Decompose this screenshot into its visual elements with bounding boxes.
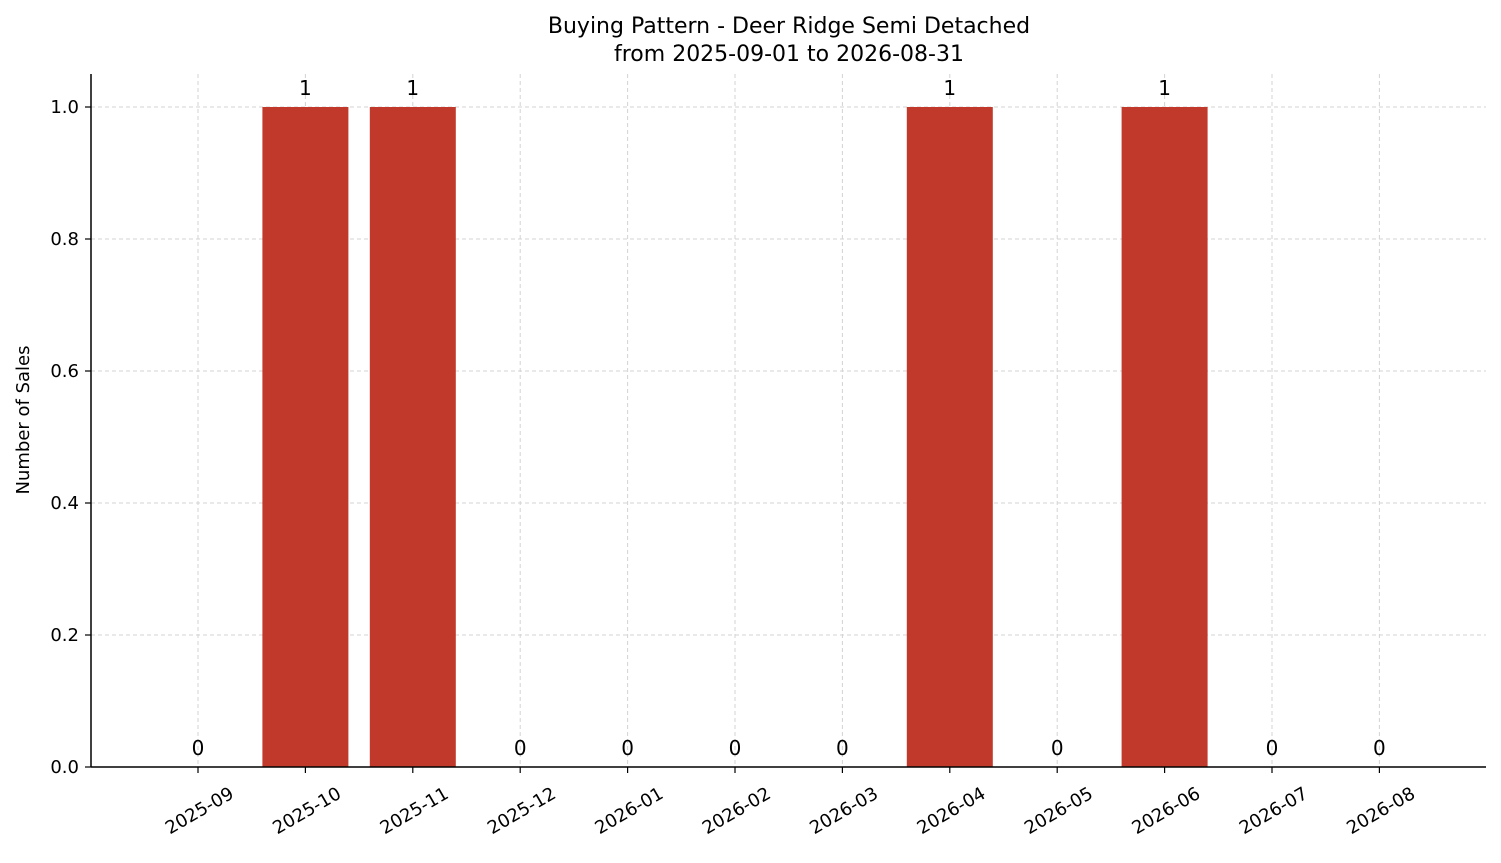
y-tick-label: 0.2	[50, 625, 79, 646]
data-labels: 0 1 1 0 0 0 0 1 0 1 0 0	[192, 76, 1386, 760]
bar-value-label: 0	[1266, 736, 1279, 760]
axes	[90, 74, 1486, 768]
y-tick-label: 0.8	[50, 229, 79, 250]
x-tick-label: 2025-10	[269, 783, 345, 839]
x-tick-label: 2026-07	[1236, 783, 1312, 839]
x-tick-label: 2026-04	[914, 783, 990, 839]
y-axis-ticks: 0.0 0.2 0.4 0.6 0.8 1.0	[50, 97, 91, 778]
bar-2026-04	[906, 107, 993, 767]
x-tick-label: 2026-01	[591, 783, 667, 839]
bar-value-label: 0	[729, 736, 742, 760]
x-tick-label: 2026-02	[699, 783, 775, 839]
bar-value-label: 0	[192, 736, 205, 760]
bar-2026-06	[1121, 107, 1208, 767]
bar-value-label: 1	[1158, 76, 1171, 100]
bar-value-label: 0	[621, 736, 634, 760]
bar-2025-11	[369, 107, 456, 767]
chart-subtitle: from 2025-09-01 to 2026-08-31	[614, 42, 964, 67]
x-tick-label: 2025-12	[484, 783, 560, 839]
x-tick-label: 2026-03	[806, 783, 882, 839]
y-tick-label: 0.0	[50, 757, 79, 778]
y-tick-label: 0.6	[50, 361, 79, 382]
x-tick-label: 2026-05	[1021, 783, 1097, 839]
x-tick-label: 2026-08	[1343, 783, 1419, 839]
bar-value-label: 1	[299, 76, 312, 100]
x-tick-label: 2025-09	[162, 783, 238, 839]
bar-value-label: 0	[1373, 736, 1386, 760]
bars	[262, 107, 1208, 767]
bar-2025-10	[262, 107, 349, 767]
x-tick-label: 2026-06	[1128, 783, 1204, 839]
x-tick-label: 2025-11	[377, 783, 453, 839]
y-tick-label: 1.0	[50, 97, 79, 118]
bar-value-label: 1	[406, 76, 419, 100]
y-tick-label: 0.4	[50, 493, 79, 514]
chart-title: Buying Pattern - Deer Ridge Semi Detache…	[548, 14, 1030, 39]
bar-value-label: 0	[1051, 736, 1064, 760]
bar-value-label: 0	[514, 736, 527, 760]
bar-value-label: 1	[943, 76, 956, 100]
bar-value-label: 0	[836, 736, 849, 760]
x-axis-ticks: 2025-09 2025-10 2025-11 2025-12 2026-01 2026-…	[162, 767, 1419, 839]
y-axis-label: Number of Sales	[13, 345, 34, 494]
